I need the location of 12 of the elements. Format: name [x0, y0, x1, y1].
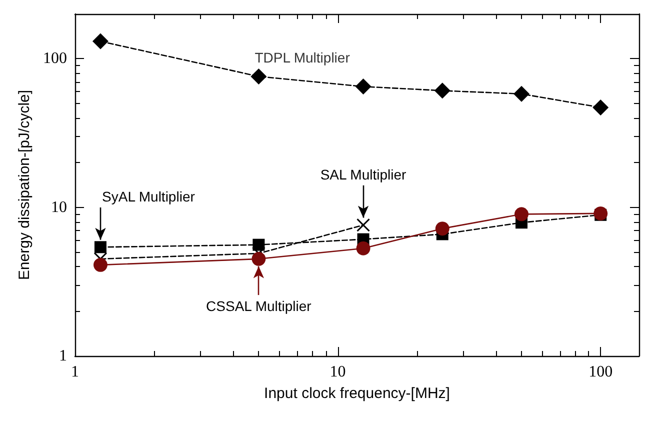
x-axis-title: Input clock frequency-[MHz]: [264, 385, 450, 402]
annotation: SyAL Multiplier: [102, 188, 196, 204]
y-tick-label: 1: [59, 348, 67, 364]
annotation: SAL Multiplier: [320, 166, 407, 182]
y-tick-label: 10: [51, 198, 67, 216]
x-tick-label: 1: [71, 364, 79, 380]
annotation: TDPL Multiplier: [254, 49, 350, 66]
x-tick-label: 10: [330, 364, 346, 380]
y-axis-title: Energy dissipation-[pJ/cycle]: [16, 90, 34, 280]
y-tick-label: 100: [43, 50, 67, 68]
annotation: CSSAL Multiplier: [206, 298, 312, 314]
x-tick-label: 100: [588, 364, 613, 380]
